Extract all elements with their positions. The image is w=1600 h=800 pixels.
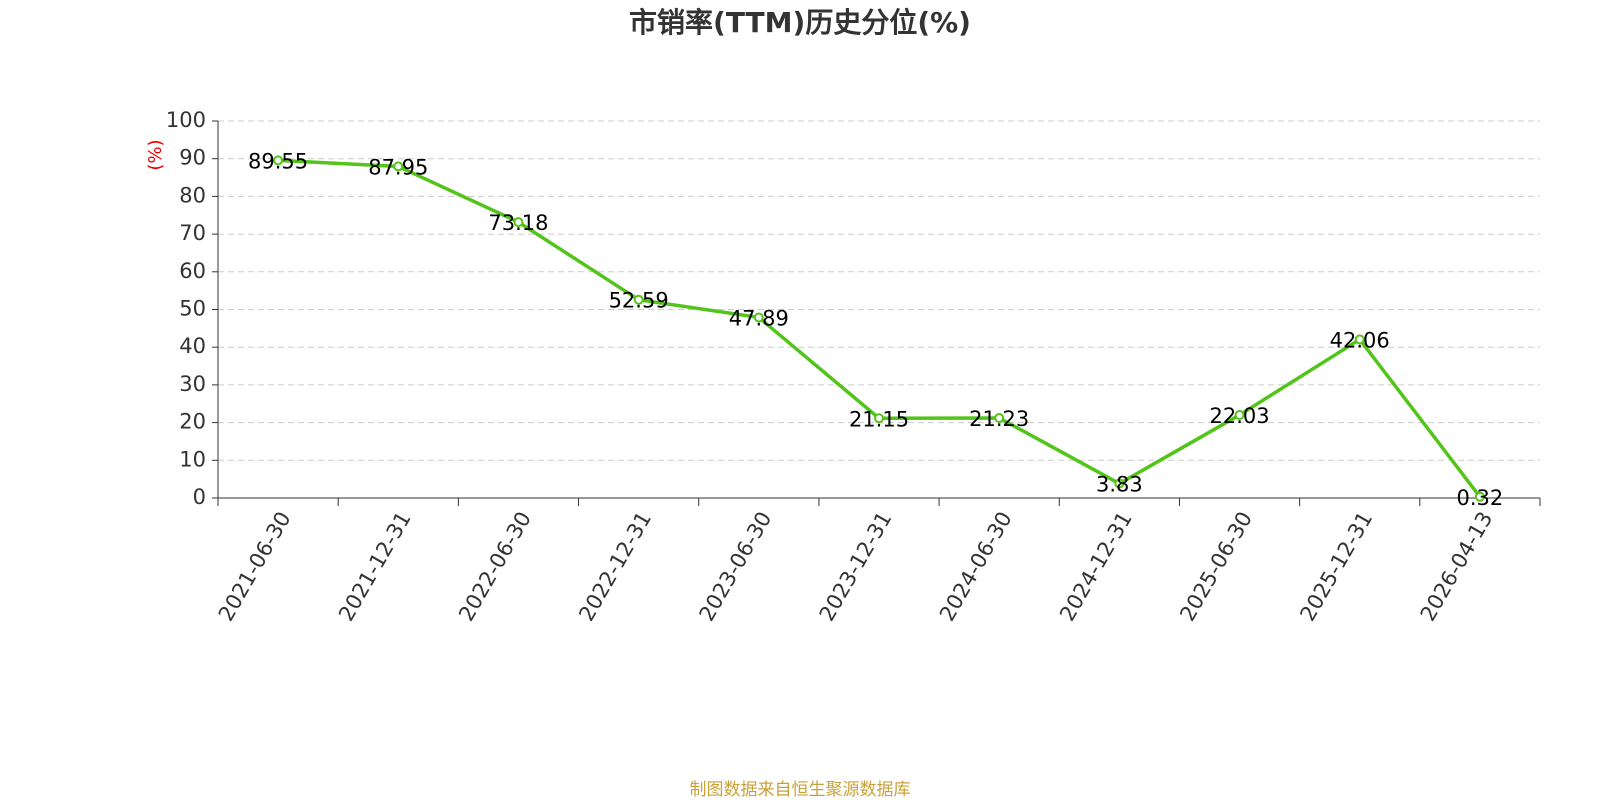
x-tick-label: 2025-12-31 (1295, 508, 1377, 626)
data-point (1354, 334, 1365, 345)
x-tick-label: 2022-12-31 (574, 508, 656, 626)
data-label: 3.83 (1096, 473, 1143, 497)
x-tick-label: 2026-04-13 (1416, 508, 1498, 626)
data-label: 73.18 (488, 211, 548, 235)
data-point (393, 161, 404, 172)
x-tick-label: 2023-12-31 (815, 508, 897, 626)
y-tick-label: 50 (179, 297, 206, 321)
data-label: 52.59 (609, 289, 669, 313)
x-tick-label: 2024-12-31 (1055, 508, 1137, 626)
x-tick-label: 2024-06-30 (935, 508, 1017, 626)
y-tick-label: 100 (166, 108, 206, 132)
data-label: 21.23 (969, 407, 1029, 431)
y-tick-label: 40 (179, 334, 206, 358)
data-point (1474, 491, 1485, 502)
x-tick-label: 2021-12-31 (334, 508, 416, 626)
data-point (273, 155, 284, 166)
y-tick-label: 0 (193, 485, 206, 509)
data-label: 42.06 (1330, 328, 1390, 352)
data-label: 87.95 (368, 155, 428, 179)
data-label: 47.89 (729, 306, 789, 330)
y-tick-label: 20 (179, 410, 206, 434)
chart-title: 市销率(TTM)历史分位(%) (629, 6, 971, 39)
data-label: 89.55 (248, 149, 308, 173)
y-axis-label: (%) (145, 139, 166, 170)
x-tick-label: 2023-06-30 (695, 508, 777, 626)
data-point (1234, 409, 1245, 420)
data-point (994, 412, 1005, 423)
y-tick-label: 30 (179, 372, 206, 396)
data-point (753, 312, 764, 323)
data-label: 22.03 (1209, 404, 1269, 428)
y-tick-label: 70 (179, 221, 206, 245)
y-tick-label: 90 (179, 146, 206, 170)
data-point (874, 413, 884, 424)
y-tick-label: 10 (179, 447, 206, 471)
data-label: 0.32 (1457, 486, 1504, 510)
data-line (278, 158, 1482, 498)
data-point (513, 217, 524, 228)
data-label: 21.15 (849, 407, 909, 431)
data-point (633, 294, 644, 305)
x-tick-label: 2022-06-30 (454, 508, 536, 626)
source-note: 制图数据来自恒生聚源数据库 (690, 780, 911, 800)
y-tick-label: 60 (179, 259, 206, 283)
x-tick-label: 2021-06-30 (214, 508, 296, 626)
data-point (1114, 478, 1125, 489)
y-tick-label: 80 (179, 183, 206, 207)
x-tick-label: 2025-06-30 (1175, 508, 1257, 626)
